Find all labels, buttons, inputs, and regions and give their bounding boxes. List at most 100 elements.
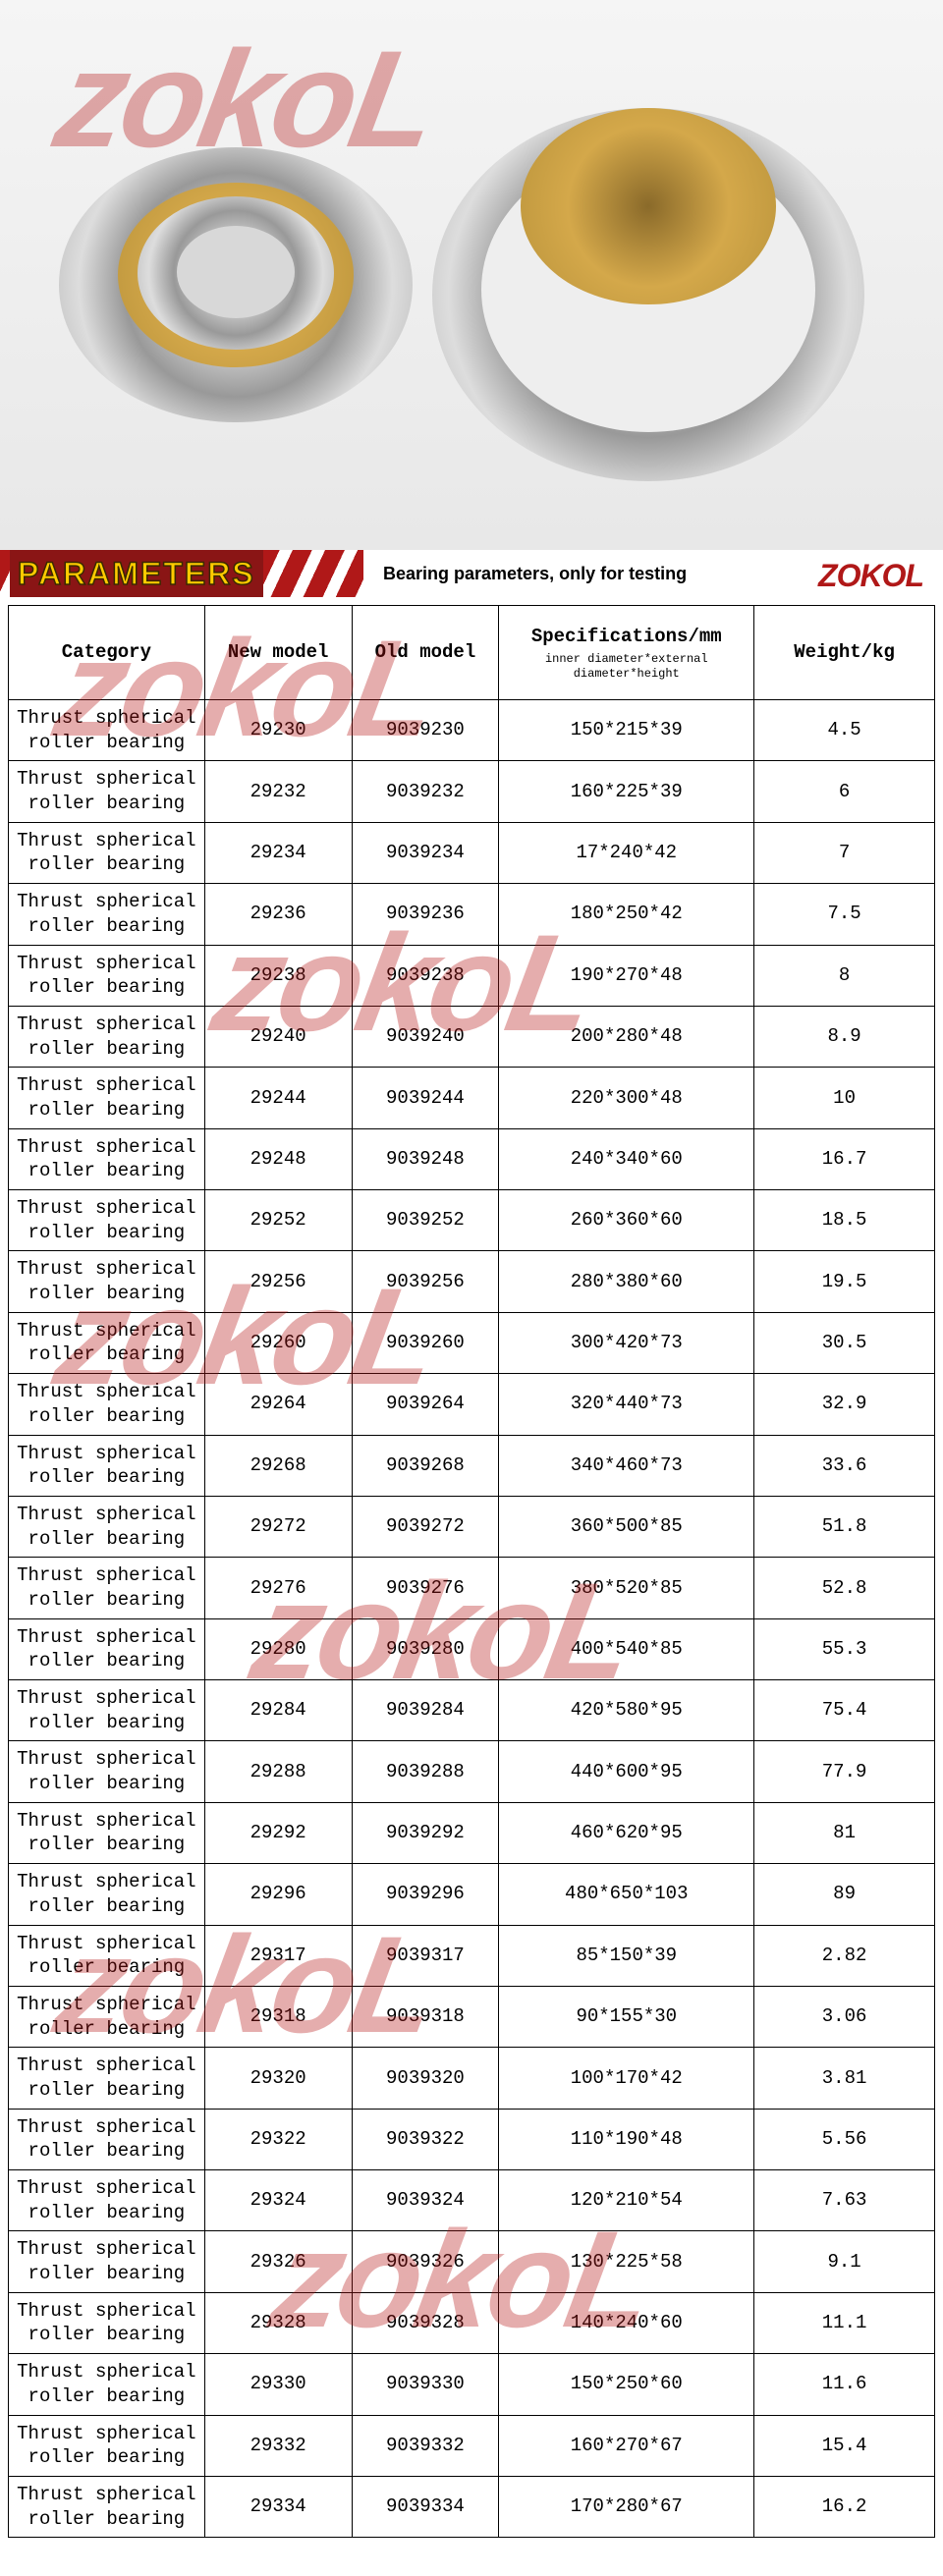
cell-old-model: 9039328 — [352, 2292, 499, 2353]
parameters-header: PARAMETERS Bearing parameters, only for … — [0, 550, 943, 597]
cell-category: Thrust spherical roller bearing — [9, 2048, 205, 2109]
col-header-specifications: Specifications/mm inner diameter*externa… — [499, 606, 754, 700]
cell-old-model: 9039332 — [352, 2415, 499, 2476]
cell-weight: 3.81 — [754, 2048, 935, 2109]
cell-category: Thrust spherical roller bearing — [9, 2292, 205, 2353]
cell-new-model: 29268 — [204, 1435, 352, 1496]
cell-category: Thrust spherical roller bearing — [9, 822, 205, 883]
table-header: Category New model Old model Specificati… — [9, 606, 935, 700]
col-label: Weight/kg — [794, 641, 895, 663]
cell-spec: 90*155*30 — [499, 1986, 754, 2047]
cell-spec: 420*580*95 — [499, 1680, 754, 1741]
cell-category: Thrust spherical roller bearing — [9, 1190, 205, 1251]
cell-spec: 110*190*48 — [499, 2109, 754, 2169]
cell-new-model: 29276 — [204, 1558, 352, 1618]
cell-old-model: 9039334 — [352, 2476, 499, 2537]
parameters-subtitle: Bearing parameters, only for testing — [383, 564, 687, 584]
cell-category: Thrust spherical roller bearing — [9, 1986, 205, 2047]
cell-spec: 400*540*85 — [499, 1618, 754, 1679]
cell-spec: 17*240*42 — [499, 822, 754, 883]
cell-weight: 89 — [754, 1864, 935, 1925]
table-row: Thrust spherical roller bearing292449039… — [9, 1068, 935, 1128]
cell-spec: 360*500*85 — [499, 1496, 754, 1557]
cell-weight: 7.63 — [754, 2170, 935, 2231]
parameters-label: PARAMETERS — [10, 550, 263, 597]
cell-old-model: 9039288 — [352, 1741, 499, 1802]
table-row: Thrust spherical roller bearing292969039… — [9, 1864, 935, 1925]
cell-new-model: 29288 — [204, 1741, 352, 1802]
cell-old-model: 9039240 — [352, 1006, 499, 1067]
col-header-category: Category — [9, 606, 205, 700]
cell-old-model: 9039324 — [352, 2170, 499, 2231]
cell-spec: 180*250*42 — [499, 884, 754, 945]
specifications-table: Category New model Old model Specificati… — [8, 605, 935, 2538]
table-row: Thrust spherical roller bearing292809039… — [9, 1618, 935, 1679]
cell-old-model: 9039292 — [352, 1802, 499, 1863]
cell-new-model: 29284 — [204, 1680, 352, 1741]
cell-weight: 16.7 — [754, 1128, 935, 1189]
cell-new-model: 29292 — [204, 1802, 352, 1863]
cell-spec: 280*380*60 — [499, 1251, 754, 1312]
table-row: Thrust spherical roller bearing293289039… — [9, 2292, 935, 2353]
cell-spec: 300*420*73 — [499, 1312, 754, 1373]
cell-new-model: 29272 — [204, 1496, 352, 1557]
cell-weight: 52.8 — [754, 1558, 935, 1618]
cell-spec: 460*620*95 — [499, 1802, 754, 1863]
cell-weight: 75.4 — [754, 1680, 935, 1741]
table-row: Thrust spherical roller bearing292889039… — [9, 1741, 935, 1802]
cell-category: Thrust spherical roller bearing — [9, 1496, 205, 1557]
cell-new-model: 29322 — [204, 2109, 352, 2169]
col-label: Category — [62, 641, 151, 663]
cell-new-model: 29334 — [204, 2476, 352, 2537]
cell-old-model: 9039244 — [352, 1068, 499, 1128]
cell-new-model: 29232 — [204, 761, 352, 822]
table-body: Thrust spherical roller bearing292309039… — [9, 700, 935, 2538]
cell-category: Thrust spherical roller bearing — [9, 945, 205, 1006]
cell-spec: 160*225*39 — [499, 761, 754, 822]
cell-old-model: 9039330 — [352, 2354, 499, 2415]
cell-category: Thrust spherical roller bearing — [9, 1068, 205, 1128]
cell-spec: 160*270*67 — [499, 2415, 754, 2476]
table-row: Thrust spherical roller bearing293189039… — [9, 1986, 935, 2047]
col-label: Old model — [375, 641, 476, 663]
cell-category: Thrust spherical roller bearing — [9, 2415, 205, 2476]
cell-old-model: 9039252 — [352, 1190, 499, 1251]
cell-weight: 30.5 — [754, 1312, 935, 1373]
cell-new-model: 29256 — [204, 1251, 352, 1312]
cell-spec: 440*600*95 — [499, 1741, 754, 1802]
cell-spec: 150*215*39 — [499, 700, 754, 761]
cell-new-model: 29236 — [204, 884, 352, 945]
cell-old-model: 9039320 — [352, 2048, 499, 2109]
cell-weight: 16.2 — [754, 2476, 935, 2537]
cell-old-model: 9039256 — [352, 1251, 499, 1312]
cell-old-model: 9039268 — [352, 1435, 499, 1496]
cell-weight: 3.06 — [754, 1986, 935, 2047]
col-header-old-model: Old model — [352, 606, 499, 700]
cell-new-model: 29296 — [204, 1864, 352, 1925]
cell-category: Thrust spherical roller bearing — [9, 700, 205, 761]
cell-category: Thrust spherical roller bearing — [9, 1312, 205, 1373]
table-row: Thrust spherical roller bearing292729039… — [9, 1496, 935, 1557]
cell-weight: 33.6 — [754, 1435, 935, 1496]
table-row: Thrust spherical roller bearing292569039… — [9, 1251, 935, 1312]
cell-new-model: 29238 — [204, 945, 352, 1006]
table-row: Thrust spherical roller bearing292309039… — [9, 700, 935, 761]
cell-weight: 18.5 — [754, 1190, 935, 1251]
cell-spec: 190*270*48 — [499, 945, 754, 1006]
table-row: Thrust spherical roller bearing293209039… — [9, 2048, 935, 2109]
cell-new-model: 29330 — [204, 2354, 352, 2415]
cell-old-model: 9039284 — [352, 1680, 499, 1741]
cell-spec: 170*280*67 — [499, 2476, 754, 2537]
table-row: Thrust spherical roller bearing293349039… — [9, 2476, 935, 2537]
cell-new-model: 29320 — [204, 2048, 352, 2109]
cell-spec: 120*210*54 — [499, 2170, 754, 2231]
cell-category: Thrust spherical roller bearing — [9, 1680, 205, 1741]
cell-category: Thrust spherical roller bearing — [9, 1864, 205, 1925]
cell-spec: 380*520*85 — [499, 1558, 754, 1618]
cell-category: Thrust spherical roller bearing — [9, 2231, 205, 2292]
table-row: Thrust spherical roller bearing292489039… — [9, 1128, 935, 1189]
cell-old-model: 9039264 — [352, 1374, 499, 1435]
cell-weight: 2.82 — [754, 1925, 935, 1986]
table-row: Thrust spherical roller bearing293309039… — [9, 2354, 935, 2415]
cell-weight: 8.9 — [754, 1006, 935, 1067]
